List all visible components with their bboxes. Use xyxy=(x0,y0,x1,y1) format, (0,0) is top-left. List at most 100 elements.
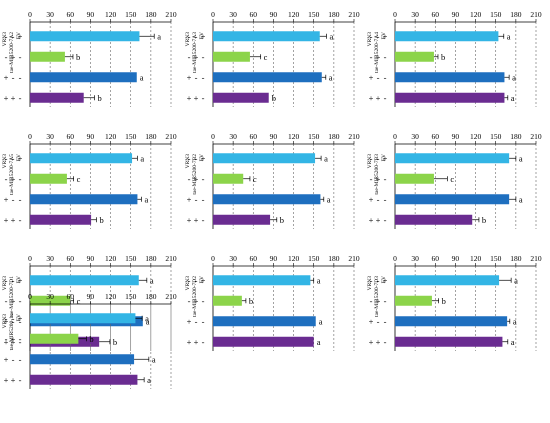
x-tick-label: 150 xyxy=(125,254,137,263)
x-tick-label: 210 xyxy=(348,254,360,263)
significance-letter: a xyxy=(146,316,150,326)
bar xyxy=(30,173,67,184)
x-tick-label: 180 xyxy=(510,132,522,141)
sign-label: + xyxy=(11,174,16,184)
bar xyxy=(213,194,321,205)
significance-letter: a xyxy=(140,153,144,163)
x-tick-label: 30 xyxy=(46,10,54,19)
row-label: VRN3 xyxy=(2,276,8,291)
significance-letter: a xyxy=(511,337,515,347)
x-tick-label: 0 xyxy=(393,254,397,263)
sign-label: - xyxy=(19,354,22,364)
x-tick-label: 60 xyxy=(432,10,440,19)
chart-panel-6: 0 30 60 90 120 150 180 210 VRN3 tae-MIR5200-7B3 EV… xyxy=(367,132,542,229)
sign-label: - xyxy=(12,275,15,285)
sign-label: + xyxy=(18,275,23,285)
bar xyxy=(30,313,136,324)
x-tick-label: 210 xyxy=(348,10,360,19)
sign-label: + xyxy=(187,337,192,347)
sign-label: + xyxy=(201,153,206,163)
significance-letter: c xyxy=(253,174,257,184)
row-label: tae-MIR5200-7D3 xyxy=(374,276,380,317)
sign-label: + xyxy=(376,174,381,184)
x-tick-label: 0 xyxy=(393,132,397,141)
sign-label: + xyxy=(194,215,199,225)
sign-label: - xyxy=(12,72,15,82)
bar xyxy=(30,153,133,164)
bar xyxy=(395,31,499,42)
sign-label: + xyxy=(11,93,16,103)
sign-label: - xyxy=(377,72,380,82)
bar xyxy=(213,72,322,83)
bar xyxy=(213,153,316,164)
significance-letter: a xyxy=(319,316,323,326)
significance-letter: a xyxy=(145,313,149,323)
x-tick-label: 30 xyxy=(411,10,419,19)
sign-label: + xyxy=(11,334,16,344)
row-label: EV xyxy=(16,314,22,321)
bar xyxy=(395,316,508,327)
x-tick-label: 120 xyxy=(105,292,117,301)
bar xyxy=(213,92,269,103)
sign-label: + xyxy=(376,337,381,347)
row-label: EV xyxy=(16,276,22,283)
x-tick-label: 30 xyxy=(229,254,237,263)
chart-panel-2: 0 30 60 90 120 150 180 210 VRN3 tae-MIR5200-7A3 EV… xyxy=(185,10,360,107)
significance-letter: a xyxy=(144,194,148,204)
sign-label: - xyxy=(195,31,198,41)
row-label: tae-MIR5200-7A2 xyxy=(9,32,15,73)
row-label: EV xyxy=(16,154,22,161)
sign-label: - xyxy=(370,52,373,62)
x-tick-label: 90 xyxy=(87,132,95,141)
sign-label: - xyxy=(188,31,191,41)
x-tick-label: 0 xyxy=(28,132,32,141)
row-label: tae-MIR5200-7D2 xyxy=(192,276,198,317)
sign-label: - xyxy=(19,215,22,225)
sign-label: - xyxy=(202,215,205,225)
sign-label: - xyxy=(19,194,22,204)
x-tick-label: 30 xyxy=(46,254,54,263)
sign-label: + xyxy=(369,93,374,103)
sign-label: + xyxy=(4,316,9,326)
sign-label: + xyxy=(187,215,192,225)
significance-letter: a xyxy=(152,354,156,364)
x-tick-label: 90 xyxy=(87,254,95,263)
x-tick-label: 60 xyxy=(67,292,75,301)
sign-label: - xyxy=(188,296,191,306)
x-tick-label: 90 xyxy=(87,292,95,301)
sign-label: - xyxy=(202,337,205,347)
x-tick-label: 120 xyxy=(288,10,300,19)
x-tick-label: 180 xyxy=(510,254,522,263)
x-tick-label: 180 xyxy=(145,254,157,263)
sign-label: - xyxy=(202,93,205,103)
x-tick-label: 30 xyxy=(411,254,419,263)
sign-label: - xyxy=(195,72,198,82)
significance-letter: b xyxy=(441,52,445,62)
x-tick-label: 150 xyxy=(308,132,320,141)
significance-letter: b xyxy=(272,93,276,103)
sign-label: - xyxy=(12,354,15,364)
sign-label: - xyxy=(5,153,8,163)
bar xyxy=(213,51,250,62)
sign-label: - xyxy=(19,316,22,326)
bar xyxy=(30,31,140,42)
bar xyxy=(395,214,473,225)
sign-label: + xyxy=(201,31,206,41)
significance-letter: a xyxy=(327,194,331,204)
x-tick-label: 90 xyxy=(270,10,278,19)
bar xyxy=(30,374,138,385)
chart-panel-9: 0 30 60 90 120 150 180 210 VRN3 tae-MIR5200-7D3 EV… xyxy=(367,254,542,351)
bar xyxy=(30,194,138,205)
sign-label: - xyxy=(19,337,22,347)
x-tick-label: 90 xyxy=(452,132,460,141)
sign-label: + xyxy=(201,275,206,285)
x-tick-label: 180 xyxy=(145,292,157,301)
x-tick-label: 210 xyxy=(165,254,177,263)
x-tick-label: 0 xyxy=(28,10,32,19)
x-tick-label: 0 xyxy=(393,10,397,19)
bar xyxy=(213,316,316,327)
x-tick-label: 180 xyxy=(328,132,340,141)
row-label: VRN3 xyxy=(185,32,191,47)
sign-label: - xyxy=(195,316,198,326)
